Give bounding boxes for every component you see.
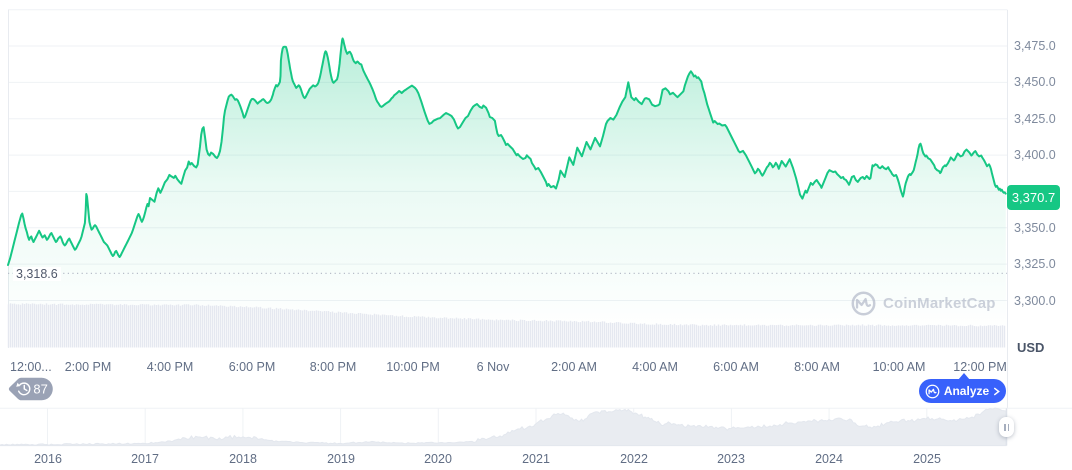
svg-text:87: 87	[33, 381, 47, 396]
